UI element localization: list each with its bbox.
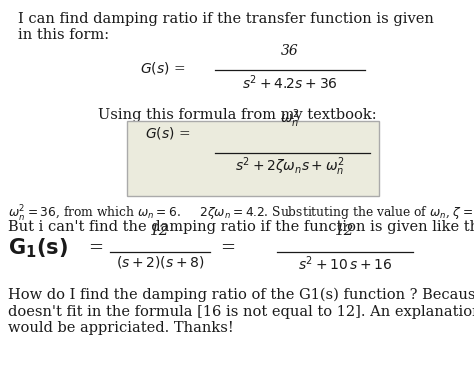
Text: $G(s)$ =: $G(s)$ = xyxy=(145,125,191,141)
Text: $\mathbf{G_1(s)}$: $\mathbf{G_1(s)}$ xyxy=(8,236,68,260)
Text: $(s+2)(s+8)$: $(s+2)(s+8)$ xyxy=(116,254,204,270)
Text: Using this formula from my textbook:: Using this formula from my textbook: xyxy=(98,108,376,122)
Text: How do I find the damping ratio of the G1(s) function ? Because it
doesn't fit i: How do I find the damping ratio of the G… xyxy=(8,288,474,335)
FancyBboxPatch shape xyxy=(127,121,379,196)
Text: I can find damping ratio if the transfer function is given
in this form:: I can find damping ratio if the transfer… xyxy=(18,12,434,42)
Text: 36: 36 xyxy=(281,44,299,58)
Text: $s^2 + 2\zeta\omega_n s + \omega_n^2$: $s^2 + 2\zeta\omega_n s + \omega_n^2$ xyxy=(235,155,345,178)
Text: $s^2 + 10\,s + 16$: $s^2 + 10\,s + 16$ xyxy=(298,254,392,273)
Text: 12: 12 xyxy=(150,224,170,238)
Text: $G(s)$ =: $G(s)$ = xyxy=(140,60,185,76)
Text: 12: 12 xyxy=(335,224,355,238)
Text: =: = xyxy=(220,239,235,257)
Text: $\omega_n^2 = 36$, from which $\omega_n = 6$.     $2\zeta\omega_n = 4.2$. Substi: $\omega_n^2 = 36$, from which $\omega_n … xyxy=(8,204,474,224)
Text: =: = xyxy=(88,239,103,257)
Text: $s^2 + 4.2s + 36$: $s^2 + 4.2s + 36$ xyxy=(242,73,338,92)
Text: $\omega_n^2$: $\omega_n^2$ xyxy=(280,107,300,130)
Text: But i can't find the damping ratio if the function is given like this:: But i can't find the damping ratio if th… xyxy=(8,220,474,234)
